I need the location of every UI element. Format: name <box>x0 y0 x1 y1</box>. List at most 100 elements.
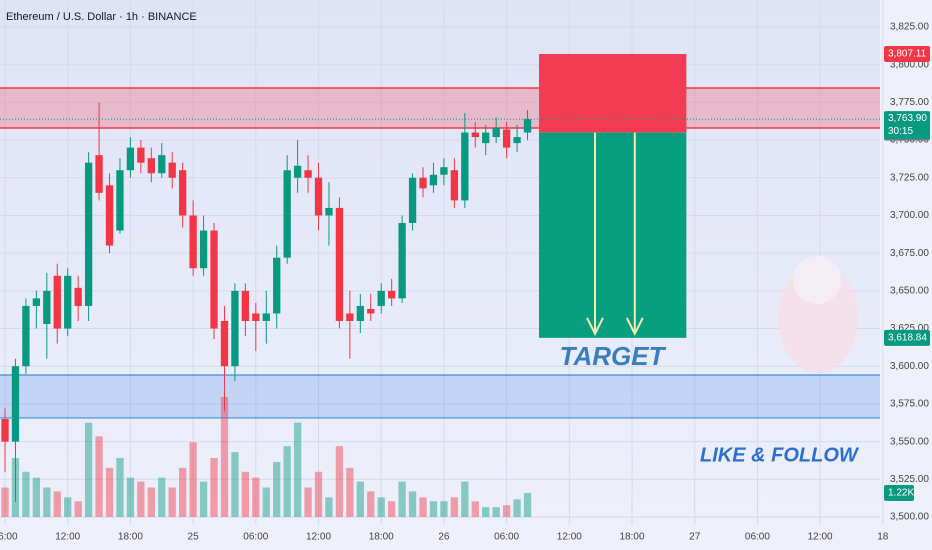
x-tick-label: 12:00 <box>55 532 80 543</box>
candle-body <box>147 158 155 174</box>
volume-bar <box>199 481 208 517</box>
x-tick-label: 12:00 <box>306 532 331 543</box>
volume-bar <box>147 487 155 517</box>
candle-body <box>523 119 532 133</box>
x-tick-label: 18:00 <box>118 532 143 543</box>
candle-body <box>231 290 239 367</box>
y-tick-label: 3,625.00 <box>890 323 929 334</box>
candle-body <box>105 185 114 246</box>
volume-bar <box>314 471 323 517</box>
chart-title: Ethereum / U.S. Dollar · 1h · BINANCE <box>6 11 197 23</box>
volume-bar <box>367 491 375 517</box>
candle-body <box>189 215 197 269</box>
volume-tag-label: 1.22K <box>888 488 914 499</box>
volume-bar <box>43 487 51 517</box>
volume-bar <box>252 477 260 517</box>
price-tag <box>884 45 930 62</box>
volume-bar <box>84 422 93 517</box>
candle-body <box>32 298 41 306</box>
x-tick-label: 25 <box>188 532 200 543</box>
last-price-tag <box>884 111 930 140</box>
volume-bar <box>231 452 239 517</box>
y-tick-label: 3,600.00 <box>890 361 929 372</box>
x-tick-label: 06:00 <box>745 532 770 543</box>
axes: 3,825.003,800.003,775.003,750.003,725.00… <box>0 22 930 543</box>
x-tick-label: 26 <box>438 532 450 543</box>
target-arrow <box>625 132 644 337</box>
volume-bar <box>189 442 197 517</box>
position-tool <box>539 53 687 338</box>
candle-body <box>158 155 166 174</box>
volume-bar <box>74 501 82 517</box>
stop-box <box>539 53 687 133</box>
y-tick-label: 3,500.00 <box>890 512 929 523</box>
candles <box>1 102 532 502</box>
candle-body <box>241 290 250 321</box>
volume-bar <box>53 491 61 517</box>
x-tick-label: 06:00 <box>0 532 18 543</box>
candle-body <box>471 132 479 138</box>
candle-body <box>408 177 417 223</box>
candle-body <box>502 129 511 148</box>
volume-bar <box>22 471 30 517</box>
candle-body <box>64 275 72 329</box>
volume-bar <box>126 477 135 517</box>
y-tick-label: 3,725.00 <box>890 172 929 183</box>
candle-body <box>168 162 176 178</box>
candle-body <box>273 257 281 314</box>
candle-body <box>513 137 521 144</box>
volume-bar <box>210 458 218 517</box>
y-tick-label: 3,800.00 <box>890 59 929 70</box>
volume-bar <box>377 497 385 517</box>
volume-bar <box>502 505 511 517</box>
support-zone <box>0 374 880 418</box>
candle-body <box>304 170 312 178</box>
volume <box>1 397 532 517</box>
candle-body <box>126 147 135 171</box>
volume-bar <box>64 497 72 517</box>
x-tick-label: 18 <box>877 532 889 543</box>
volume-bar <box>304 487 312 517</box>
candle-body <box>377 290 385 306</box>
volume-bar <box>388 501 396 517</box>
volume-bar <box>335 446 344 517</box>
volume-bar <box>461 481 469 517</box>
volume-bar <box>32 477 41 517</box>
volume-bar <box>356 481 364 517</box>
countdown-label: 30:15 <box>888 126 913 137</box>
x-tick-label: 18:00 <box>369 532 394 543</box>
x-tick-label: 06:00 <box>494 532 519 543</box>
last-price-label: 3,763.90 <box>888 113 927 124</box>
volume-bar <box>179 467 187 517</box>
volume-bar <box>440 501 448 517</box>
candle-body <box>11 366 20 442</box>
x-tick-label: 18:00 <box>620 532 645 543</box>
x-tick-label: 06:00 <box>243 532 268 543</box>
volume-bar <box>262 487 270 517</box>
candle-body <box>325 207 333 216</box>
candle-body <box>74 287 82 306</box>
candle-body <box>84 162 93 306</box>
x-tick-label: 27 <box>689 532 701 543</box>
volume-bar <box>1 487 9 517</box>
y-tick-label: 3,825.00 <box>890 22 929 33</box>
volume-bar <box>471 501 479 517</box>
y-tick-label: 3,525.00 <box>890 474 929 485</box>
candle-body <box>388 290 396 299</box>
volume-bar <box>116 458 124 517</box>
y-tick-label: 3,575.00 <box>890 399 929 410</box>
target-box <box>539 132 687 338</box>
candle-body <box>356 305 364 321</box>
volume-bar <box>450 497 459 517</box>
price-tag-label: 3,618.84 <box>888 332 927 343</box>
candle-body <box>314 177 323 216</box>
volume-bar <box>241 471 250 517</box>
volume-bar <box>283 446 291 517</box>
candle-body <box>450 170 459 201</box>
candle-body <box>95 155 103 193</box>
candle-body <box>210 230 218 329</box>
volume-bar <box>408 491 417 517</box>
y-tick-label: 3,650.00 <box>890 285 929 296</box>
